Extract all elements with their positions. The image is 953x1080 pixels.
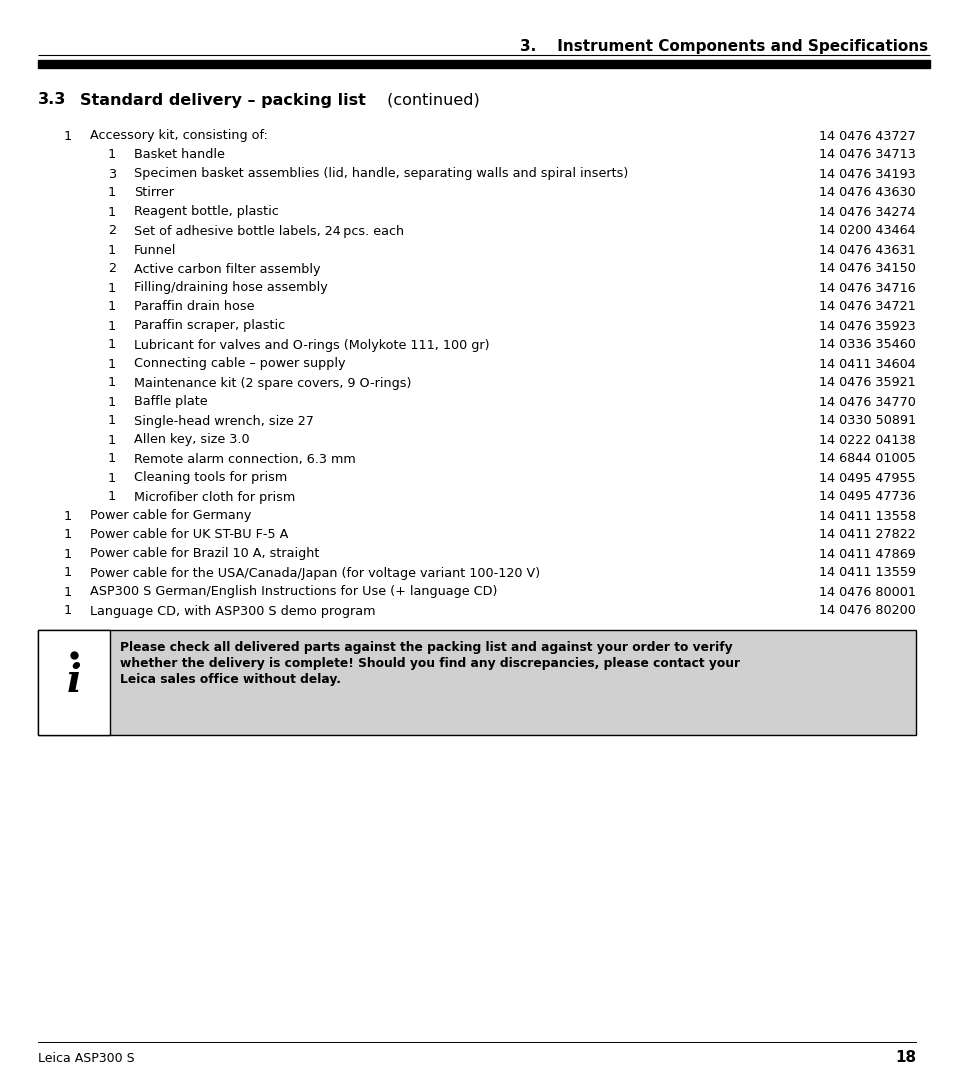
Text: 14 0476 35923: 14 0476 35923 — [819, 320, 915, 333]
Text: Single-head wrench, size 27: Single-head wrench, size 27 — [133, 415, 314, 428]
Text: 1: 1 — [108, 415, 116, 428]
Text: Leica sales office without delay.: Leica sales office without delay. — [120, 674, 340, 687]
Text: Filling/draining hose assembly: Filling/draining hose assembly — [133, 282, 328, 295]
Text: 2: 2 — [108, 225, 116, 238]
Text: Power cable for UK ST-BU F-5 A: Power cable for UK ST-BU F-5 A — [90, 528, 288, 541]
Text: 14 0330 50891: 14 0330 50891 — [818, 415, 915, 428]
Text: Maintenance kit (2 spare covers, 9 O-rings): Maintenance kit (2 spare covers, 9 O-rin… — [133, 377, 411, 390]
Text: 1: 1 — [64, 528, 72, 541]
Text: Stirrer: Stirrer — [133, 187, 173, 200]
Text: Remote alarm connection, 6.3 mm: Remote alarm connection, 6.3 mm — [133, 453, 355, 465]
Text: 3.3: 3.3 — [38, 93, 67, 108]
Text: Funnel: Funnel — [133, 243, 176, 256]
Text: i: i — [67, 661, 81, 700]
Text: Allen key, size 3.0: Allen key, size 3.0 — [133, 433, 250, 446]
Text: 14 0476 34770: 14 0476 34770 — [819, 395, 915, 408]
Text: 1: 1 — [108, 282, 116, 295]
Text: 14 6844 01005: 14 6844 01005 — [819, 453, 915, 465]
Text: 14 0476 34721: 14 0476 34721 — [819, 300, 915, 313]
Text: whether the delivery is complete! Should you find any discrepancies, please cont: whether the delivery is complete! Should… — [120, 658, 740, 671]
Text: 14 0476 34150: 14 0476 34150 — [819, 262, 915, 275]
Text: 1: 1 — [108, 205, 116, 218]
Text: Accessory kit, consisting of:: Accessory kit, consisting of: — [90, 130, 268, 143]
Text: Power cable for Germany: Power cable for Germany — [90, 510, 251, 523]
Text: Basket handle: Basket handle — [133, 148, 225, 162]
Text: Reagent bottle, plastic: Reagent bottle, plastic — [133, 205, 278, 218]
Bar — [38, 60, 929, 68]
Text: 1: 1 — [64, 567, 72, 580]
Text: 1: 1 — [108, 472, 116, 485]
Text: Power cable for Brazil 10 A, straight: Power cable for Brazil 10 A, straight — [90, 548, 319, 561]
Text: Standard delivery – packing list: Standard delivery – packing list — [80, 93, 366, 108]
Text: 14 0476 35921: 14 0476 35921 — [819, 377, 915, 390]
Text: 14 0476 34193: 14 0476 34193 — [819, 167, 915, 180]
Text: 14 0476 34713: 14 0476 34713 — [819, 148, 915, 162]
Text: 1: 1 — [108, 338, 116, 351]
Text: 1: 1 — [108, 453, 116, 465]
Text: 1: 1 — [108, 187, 116, 200]
Text: (continued): (continued) — [381, 93, 479, 108]
Text: 1: 1 — [108, 300, 116, 313]
Text: 1: 1 — [64, 510, 72, 523]
Text: ASP300 S German/English Instructions for Use (+ language CD): ASP300 S German/English Instructions for… — [90, 585, 497, 598]
Text: Language CD, with ASP300 S demo program: Language CD, with ASP300 S demo program — [90, 605, 375, 618]
Text: 14 0411 13558: 14 0411 13558 — [818, 510, 915, 523]
Text: 1: 1 — [108, 395, 116, 408]
Text: 14 0476 34716: 14 0476 34716 — [819, 282, 915, 295]
Text: Leica ASP300 S: Leica ASP300 S — [38, 1052, 134, 1065]
Text: Active carbon filter assembly: Active carbon filter assembly — [133, 262, 320, 275]
Text: 14 0411 13559: 14 0411 13559 — [818, 567, 915, 580]
Text: Connecting cable – power supply: Connecting cable – power supply — [133, 357, 345, 370]
Text: 14 0476 80200: 14 0476 80200 — [819, 605, 915, 618]
Text: Paraffin scraper, plastic: Paraffin scraper, plastic — [133, 320, 285, 333]
Text: 1: 1 — [108, 320, 116, 333]
Text: Specimen basket assemblies (lid, handle, separating walls and spiral inserts): Specimen basket assemblies (lid, handle,… — [133, 167, 628, 180]
Text: Set of adhesive bottle labels, 24 pcs. each: Set of adhesive bottle labels, 24 pcs. e… — [133, 225, 404, 238]
Text: 14 0200 43464: 14 0200 43464 — [819, 225, 915, 238]
Bar — [38, 630, 110, 735]
Text: 14 0411 27822: 14 0411 27822 — [819, 528, 915, 541]
Text: 14 0495 47736: 14 0495 47736 — [819, 490, 915, 503]
Text: Microfiber cloth for prism: Microfiber cloth for prism — [133, 490, 294, 503]
Text: 14 0476 43631: 14 0476 43631 — [819, 243, 915, 256]
Text: Lubricant for valves and O-rings (Molykote 111, 100 gr): Lubricant for valves and O-rings (Molyko… — [133, 338, 489, 351]
Bar — [38, 630, 915, 735]
Text: Power cable for the USA/Canada/Japan (for voltage variant 100-120 V): Power cable for the USA/Canada/Japan (fo… — [90, 567, 539, 580]
Text: 1: 1 — [108, 357, 116, 370]
Text: 14 0476 43727: 14 0476 43727 — [819, 130, 915, 143]
Text: Baffle plate: Baffle plate — [133, 395, 208, 408]
Text: 3: 3 — [108, 167, 116, 180]
Text: Cleaning tools for prism: Cleaning tools for prism — [133, 472, 287, 485]
Text: 18: 18 — [894, 1051, 915, 1066]
Text: 1: 1 — [108, 433, 116, 446]
Text: 14 0411 47869: 14 0411 47869 — [819, 548, 915, 561]
Text: 14 0495 47955: 14 0495 47955 — [819, 472, 915, 485]
Text: 2: 2 — [108, 262, 116, 275]
Text: 14 0476 34274: 14 0476 34274 — [819, 205, 915, 218]
Text: 14 0476 43630: 14 0476 43630 — [819, 187, 915, 200]
Text: 1: 1 — [64, 548, 72, 561]
Text: Please check all delivered parts against the packing list and against your order: Please check all delivered parts against… — [120, 642, 732, 654]
Text: 1: 1 — [108, 377, 116, 390]
Text: 1: 1 — [108, 243, 116, 256]
Text: 14 0411 34604: 14 0411 34604 — [819, 357, 915, 370]
Text: 1: 1 — [108, 490, 116, 503]
Text: 1: 1 — [64, 585, 72, 598]
Text: Paraffin drain hose: Paraffin drain hose — [133, 300, 254, 313]
Text: 14 0476 80001: 14 0476 80001 — [818, 585, 915, 598]
Text: 3.    Instrument Components and Specifications: 3. Instrument Components and Specificati… — [519, 40, 927, 54]
Text: 14 0222 04138: 14 0222 04138 — [819, 433, 915, 446]
Text: 1: 1 — [64, 605, 72, 618]
Text: 1: 1 — [108, 148, 116, 162]
Text: 1: 1 — [64, 130, 72, 143]
Text: 14 0336 35460: 14 0336 35460 — [819, 338, 915, 351]
